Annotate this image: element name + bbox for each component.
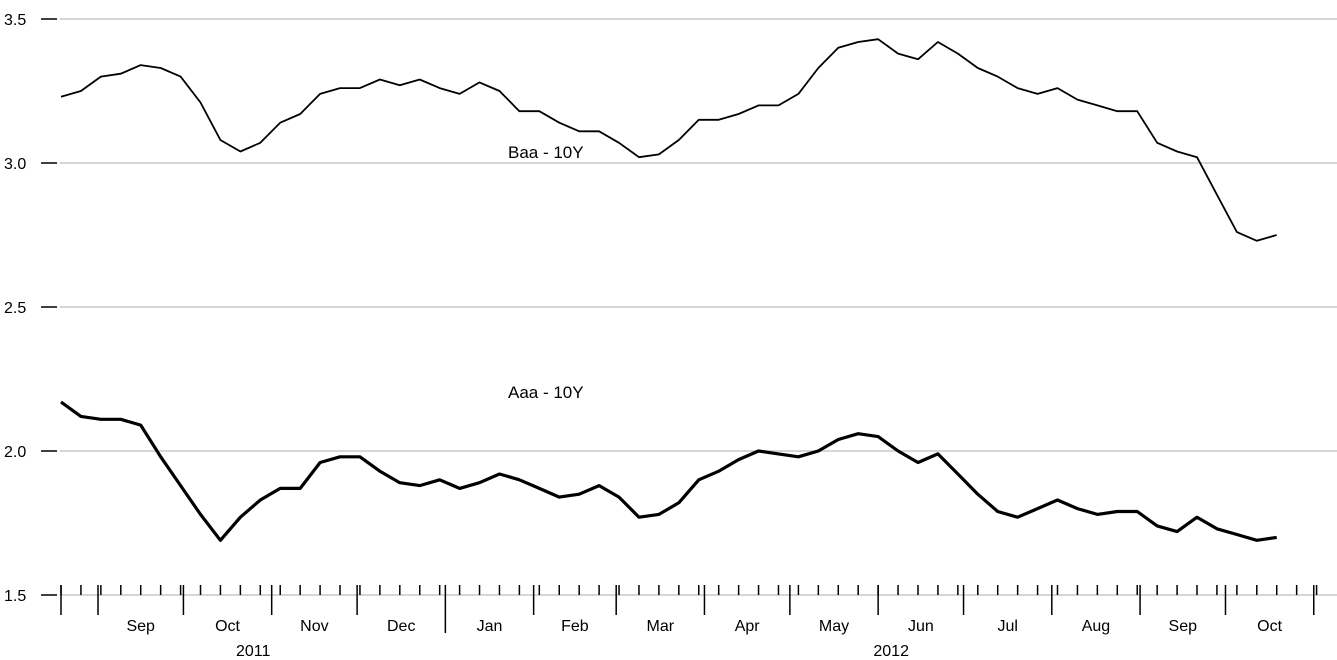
x-month-label: Jun [908,618,934,635]
y-tick-label: 1.5 [4,588,26,605]
x-month-label: Aug [1082,618,1110,635]
gridlines [60,18,1337,596]
series-line-aaa [60,400,1277,542]
x-month-label: Oct [1257,618,1282,635]
y-tick-label: 3.5 [4,12,26,29]
x-month-label: Feb [561,618,589,635]
x-month-label: Nov [300,618,328,635]
x-month-label: Jan [477,618,503,635]
x-month-label: Oct [215,618,240,635]
x-month-label: Sep [126,618,155,635]
y-tick-label: 2.0 [4,444,26,461]
x-month-label: May [819,618,849,635]
x-month-label: Sep [1169,618,1198,635]
y-axis: 1.5 2.0 2.5 3.0 3.5 [4,12,57,605]
series-line-baa [60,38,1277,242]
y-tick-label: 2.5 [4,300,26,317]
x-month-label: Mar [647,618,675,635]
x-axis: Sep Oct Nov Dec Jan Feb Mar Apr May Jun Jul Aug Sep O… [60,585,1318,660]
series-lines [60,38,1277,542]
x-month-label: Dec [387,618,415,635]
x-month-label: Jul [997,618,1017,635]
series-label-baa: Baa - 10Y [508,143,584,162]
y-tick-label: 3.0 [4,156,26,173]
series-label-aaa: Aaa - 10Y [508,383,584,402]
x-year-label: 2012 [873,643,909,660]
x-year-label: 2011 [236,643,271,660]
x-month-label: Apr [735,618,761,635]
